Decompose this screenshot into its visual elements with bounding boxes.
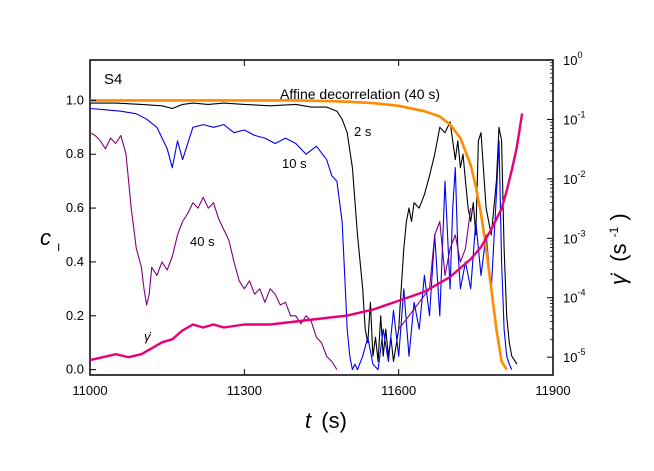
panel-label: S4	[104, 71, 122, 88]
left-y-axis-ticks: 0.0 0.2 0.4 0.6 0.8 1.0	[66, 92, 96, 377]
series-line-affine-decorrelation-40-s-	[90, 99, 508, 371]
right-y-tick-label: 10-3	[563, 228, 585, 246]
x-axis-ticks: 11000 11300 11600 11900	[72, 60, 571, 398]
right-y-tick-label: 10-4	[563, 288, 585, 306]
series-line-2-s	[90, 102, 518, 365]
left-y-axis-title-sub: I	[57, 242, 60, 254]
label-40s: 40 s	[190, 234, 215, 249]
left-y-axis-title: c I	[40, 225, 60, 254]
right-y-axis-title-open: (s	[606, 244, 631, 262]
right-y-tick-label: 10-2	[563, 169, 585, 187]
gamma-dot-annotation: γ̇	[144, 329, 152, 344]
series-line-gamma-dot	[89, 113, 524, 362]
x-tick-label: 11000	[72, 383, 107, 398]
series-line-40-s-late-	[398, 208, 472, 330]
x-axis-title: t (s)	[305, 408, 347, 433]
left-y-tick-label: 0.0	[66, 362, 84, 377]
right-y-tick-label: 100	[563, 50, 582, 68]
series-layer	[89, 99, 524, 371]
x-tick-label: 11900	[535, 383, 570, 398]
label-10s: 10 s	[282, 156, 307, 171]
x-tick-label: 11300	[227, 383, 262, 398]
right-y-axis-title-exp: -1	[607, 226, 621, 237]
left-y-tick-label: 0.8	[66, 146, 84, 161]
right-y-tick-label: 10-1	[563, 109, 585, 127]
right-y-axis-title: γ̇ (s -1 )	[598, 213, 631, 285]
label-2s: 2 s	[354, 124, 372, 139]
x-axis-title-var: t	[305, 408, 312, 433]
left-y-tick-label: 0.4	[66, 254, 84, 269]
right-y-axis-title-main: γ̇	[606, 272, 631, 285]
affine-annotation: Affine decorrelation (40 s)	[280, 86, 440, 102]
x-axis-title-unit: (s)	[321, 408, 347, 433]
right-y-axis-title-close: )	[606, 213, 631, 220]
x-tick-label: 11600	[381, 383, 416, 398]
right-y-axis-ticks: 10-5 10-4 10-3 10-2 10-1 100	[547, 50, 585, 365]
plot-frame	[89, 59, 554, 376]
left-y-tick-label: 1.0	[66, 92, 84, 107]
series-line-40-s	[89, 132, 338, 370]
left-y-tick-label: 0.6	[66, 200, 84, 215]
right-y-tick-label: 10-5	[563, 347, 585, 365]
left-y-axis-title-main: c	[40, 225, 51, 250]
series-line-10-s	[89, 107, 513, 371]
left-y-tick-label: 0.2	[66, 308, 84, 323]
